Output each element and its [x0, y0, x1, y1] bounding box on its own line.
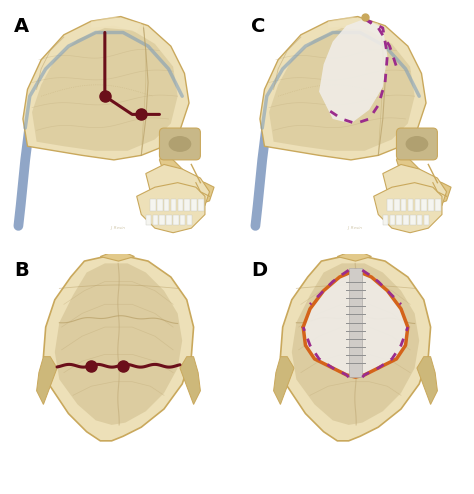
Polygon shape	[36, 357, 57, 405]
Text: C: C	[251, 17, 265, 36]
Polygon shape	[23, 17, 189, 160]
Polygon shape	[100, 250, 135, 261]
Bar	[171, 199, 176, 211]
Bar	[410, 214, 416, 225]
Polygon shape	[137, 183, 205, 233]
Polygon shape	[159, 151, 214, 206]
Bar	[178, 199, 183, 211]
Bar	[424, 214, 429, 225]
Polygon shape	[91, 17, 141, 33]
Text: J. Resin: J. Resin	[111, 226, 126, 230]
Bar	[396, 214, 402, 225]
Polygon shape	[383, 165, 447, 214]
Polygon shape	[44, 256, 193, 441]
Bar	[387, 199, 393, 211]
FancyBboxPatch shape	[159, 128, 201, 160]
Polygon shape	[337, 250, 372, 261]
Polygon shape	[180, 357, 201, 405]
Polygon shape	[55, 263, 182, 425]
Text: B: B	[14, 261, 28, 280]
Bar	[428, 199, 434, 211]
Bar	[164, 199, 170, 211]
Bar	[159, 214, 165, 225]
Bar	[173, 214, 179, 225]
Bar	[166, 214, 172, 225]
Polygon shape	[292, 263, 419, 425]
Polygon shape	[281, 256, 430, 441]
Bar	[146, 214, 151, 225]
Polygon shape	[303, 270, 408, 377]
Polygon shape	[269, 28, 415, 151]
Bar	[401, 199, 407, 211]
Polygon shape	[328, 17, 378, 33]
Bar	[421, 199, 427, 211]
Polygon shape	[32, 28, 178, 151]
Text: D: D	[251, 261, 267, 280]
Polygon shape	[417, 357, 438, 405]
Bar	[191, 199, 197, 211]
Bar	[408, 199, 413, 211]
Bar	[153, 214, 158, 225]
Bar	[198, 199, 204, 211]
Bar	[390, 214, 395, 225]
Bar	[150, 199, 156, 211]
Polygon shape	[396, 151, 451, 206]
Polygon shape	[273, 357, 294, 405]
Bar	[184, 199, 190, 211]
Bar	[180, 214, 185, 225]
Polygon shape	[260, 17, 426, 160]
Bar	[394, 199, 400, 211]
Ellipse shape	[169, 136, 191, 152]
Text: A: A	[14, 17, 29, 36]
Bar	[417, 214, 422, 225]
Bar	[403, 214, 409, 225]
Bar	[383, 214, 388, 225]
Bar	[435, 199, 441, 211]
Bar	[157, 199, 163, 211]
FancyBboxPatch shape	[396, 128, 438, 160]
Bar	[415, 199, 420, 211]
Polygon shape	[319, 19, 387, 124]
Polygon shape	[349, 268, 362, 377]
Polygon shape	[146, 165, 210, 214]
Ellipse shape	[406, 136, 428, 152]
Polygon shape	[374, 183, 442, 233]
Bar	[187, 214, 192, 225]
Text: J. Resin: J. Resin	[348, 226, 363, 230]
